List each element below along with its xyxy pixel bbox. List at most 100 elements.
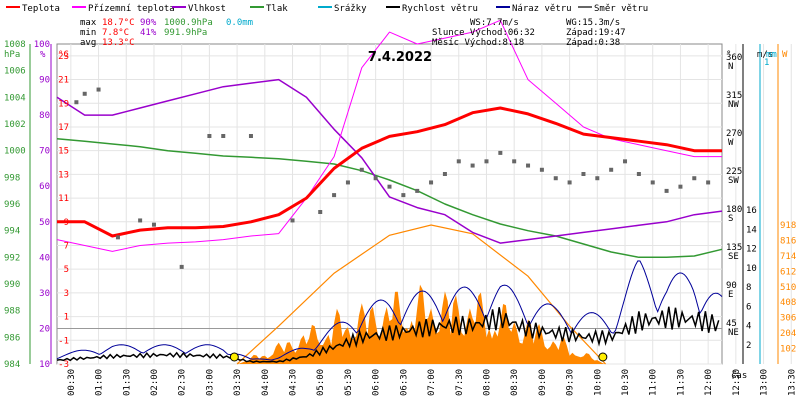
axis-tick-celsius: 5 bbox=[64, 265, 69, 275]
wind-direction-point bbox=[692, 176, 697, 181]
axis-tick-direction: 225 bbox=[726, 167, 742, 177]
x-tick-label: 12:00 bbox=[704, 369, 714, 396]
x-tick-label: 05:00 bbox=[316, 369, 326, 396]
wind-direction-point bbox=[553, 176, 558, 181]
axis-tick-wind: 14 bbox=[746, 225, 757, 235]
axis-tick-direction-name: S bbox=[728, 214, 733, 224]
axis-tick-percent: 100 bbox=[34, 40, 50, 50]
stat-label-min: min bbox=[80, 28, 96, 38]
stat-max-hum: 90% bbox=[140, 18, 157, 28]
wind-direction-point bbox=[623, 159, 628, 164]
axis-unit-solar: W bbox=[782, 50, 788, 60]
axis-unit-direction: ° bbox=[726, 50, 731, 60]
axis-tick-wind: 12 bbox=[746, 245, 757, 255]
x-tick-label: 07:30 bbox=[455, 369, 465, 396]
x-tick-label: 09:00 bbox=[538, 369, 548, 396]
wind-direction-point bbox=[706, 180, 711, 185]
chart-title: 7.4.2022 bbox=[368, 50, 432, 65]
axis-tick-direction-name: W bbox=[728, 138, 734, 148]
axis-tick-percent: 10 bbox=[39, 360, 50, 370]
wind-direction-point bbox=[401, 193, 406, 198]
legend-label: Tlak bbox=[266, 4, 288, 14]
wind-direction-point bbox=[636, 172, 641, 176]
axis-tick-hpa: 996 bbox=[4, 200, 20, 210]
x-tick-label: 08:30 bbox=[510, 369, 520, 396]
axis-tick-hpa: 1008 bbox=[4, 40, 26, 50]
x-tick-label: 10:00 bbox=[593, 369, 603, 396]
axis-tick-direction: 135 bbox=[726, 243, 742, 253]
axis-tick-celsius: 13 bbox=[58, 170, 69, 180]
wind-direction-point bbox=[484, 159, 489, 164]
wind-direction-point bbox=[539, 167, 544, 172]
x-tick-label: 06:00 bbox=[372, 369, 382, 396]
axis-tick-hpa: 986 bbox=[4, 333, 20, 343]
axis-tick-wind: 4 bbox=[746, 322, 751, 332]
axis-tick-percent: 60 bbox=[39, 182, 50, 192]
axis-tick-direction: 270 bbox=[726, 129, 742, 139]
x-tick-label: 00:30 bbox=[67, 369, 77, 396]
x-tick-label: 04:30 bbox=[289, 369, 299, 396]
stat-max-temp: 18.7°C bbox=[102, 18, 135, 28]
wind-direction-point bbox=[74, 100, 79, 105]
wind-direction-point bbox=[664, 188, 669, 193]
axis-tick-percent: 20 bbox=[39, 324, 50, 334]
legend-label: Náraz větru bbox=[512, 4, 572, 14]
wind-direction-point bbox=[345, 180, 350, 185]
stat-label-max: max bbox=[80, 18, 97, 28]
wind-direction-point bbox=[442, 172, 447, 176]
wind-direction-point bbox=[567, 180, 572, 185]
axis-tick-percent: 70 bbox=[39, 147, 50, 157]
wind-direction-point bbox=[650, 180, 655, 185]
series-vlhkost bbox=[56, 78, 723, 244]
axis-unit-celsius: °C bbox=[58, 50, 69, 60]
axis-tick-direction: 315 bbox=[726, 91, 742, 101]
axis-tick-solar: 204 bbox=[780, 329, 796, 339]
x-tick-label: 13:30 bbox=[787, 369, 797, 396]
axis-tick-solar: 306 bbox=[780, 314, 796, 324]
x-tick-label: 05:30 bbox=[344, 369, 354, 396]
axis-tick-rain: 1 bbox=[764, 58, 769, 68]
axis-tick-celsius: 3 bbox=[64, 289, 69, 299]
x-tick-label: 04:00 bbox=[261, 369, 271, 396]
axis-tick-wind: 8 bbox=[746, 283, 751, 293]
axis-unit-hpa: hPa bbox=[4, 50, 20, 60]
legend-label: Srážky bbox=[334, 4, 367, 14]
stat-min-press: 991.9hPa bbox=[164, 28, 207, 38]
series-teplota bbox=[57, 106, 722, 238]
wind-speed-info: WS:7.7m/s bbox=[470, 18, 519, 28]
axis-tick-celsius: -1 bbox=[58, 336, 69, 346]
axis-tick-wind: 16 bbox=[746, 206, 757, 216]
wind-direction-point bbox=[470, 163, 475, 168]
axis-tick-direction-name: N bbox=[728, 62, 733, 72]
wind-direction-point bbox=[512, 159, 517, 164]
plot-frame bbox=[56, 43, 723, 365]
axis-unit-rain: mm bbox=[766, 50, 777, 60]
stat-min-hum: 41% bbox=[140, 28, 157, 38]
wind-direction-point bbox=[595, 176, 600, 181]
stat-max-press: 1000.9hPa bbox=[164, 18, 213, 28]
x-tick-label: 12:30 bbox=[732, 369, 742, 396]
solar-radiation-area bbox=[237, 284, 606, 364]
axis-tick-hpa: 1006 bbox=[4, 67, 26, 77]
wind-direction-point bbox=[415, 188, 420, 193]
stat-label-avg: avg bbox=[80, 38, 96, 48]
axis-tick-direction-name: SW bbox=[728, 176, 739, 186]
legend-label: Směr větru bbox=[594, 4, 648, 14]
wind-direction-point bbox=[609, 167, 614, 172]
wind-direction-point bbox=[678, 184, 683, 189]
x-tick-label: 08:00 bbox=[482, 369, 492, 396]
wind-direction-point bbox=[290, 218, 295, 223]
wind-direction-point bbox=[332, 193, 337, 198]
wind-direction-point bbox=[248, 134, 253, 138]
axis-tick-celsius: 9 bbox=[64, 218, 69, 228]
stat-avg-temp: 13.3°C bbox=[102, 38, 135, 48]
x-tick-label: 13:00 bbox=[760, 369, 770, 396]
axis-unit-percent: % bbox=[40, 50, 46, 60]
axis-tick-percent: 80 bbox=[39, 111, 50, 121]
axis-tick-celsius: 11 bbox=[58, 194, 69, 204]
wind-direction-point bbox=[96, 87, 101, 92]
wind-direction-point bbox=[151, 222, 156, 227]
axis-tick-solar: 816 bbox=[780, 236, 796, 246]
axis-tick-direction: 90 bbox=[726, 281, 737, 291]
